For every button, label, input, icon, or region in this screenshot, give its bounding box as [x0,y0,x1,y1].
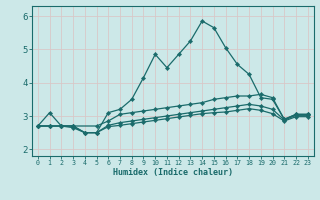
X-axis label: Humidex (Indice chaleur): Humidex (Indice chaleur) [113,168,233,177]
